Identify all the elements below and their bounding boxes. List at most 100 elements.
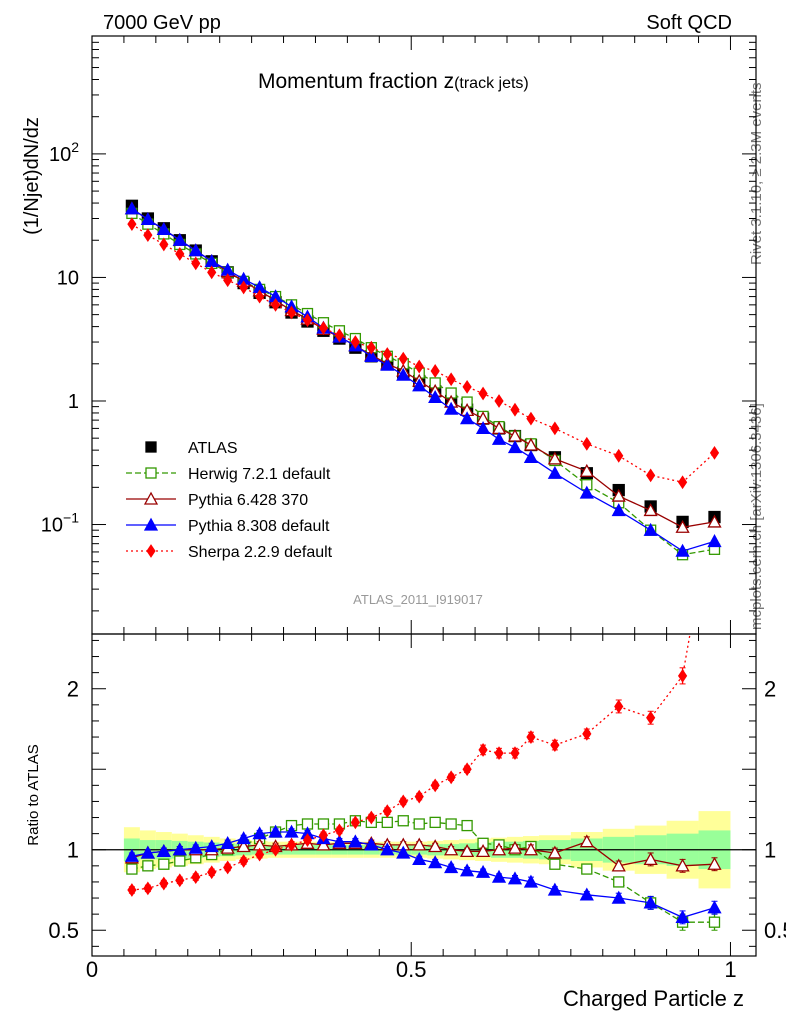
ratio-point [707,900,722,914]
ratio-point [446,770,456,785]
main-point [223,273,233,288]
main-point [677,475,688,490]
ratio-y-tick-label-right: 1 [764,838,776,863]
legend-item: ATLAS [145,440,238,457]
ratio-point [478,743,488,757]
ratio-point [236,839,251,853]
ratio-y-tick-label: 1 [67,838,79,863]
ratio-point [523,874,539,888]
x-tick-label: 0.5 [396,957,427,982]
ratio-point [252,826,267,840]
legend-label: Sherpa 2.2.9 default [188,544,333,561]
ratio-point [158,858,170,870]
ratio-point [382,804,392,819]
main-point [510,402,520,417]
ratio-point [579,887,594,901]
main-series-3 [124,201,722,557]
ratio-point [142,860,154,872]
main-point [547,451,562,465]
ratio-point [523,842,539,856]
header-process: Soft QCD [646,12,732,34]
legend-item: Pythia 6.428 370 [126,491,308,509]
ratio-point [611,858,626,872]
ratio-point [547,845,562,859]
ratio-point [268,824,283,838]
ratio-point [414,789,424,804]
plot-title: Momentum fraction z(track jets) [258,70,529,93]
main-point [643,522,658,536]
ratio-point [332,834,347,848]
ratio-point [491,869,507,883]
ratio-point [204,839,219,853]
ratio-point [236,831,251,845]
ratio-point [317,818,330,830]
main-point [172,232,187,246]
ratio-point [711,490,719,502]
ratio-point [526,730,536,744]
legend-item: Herwig 7.2.1 default [126,466,331,483]
main-point [523,449,539,463]
main-point [350,335,360,349]
ratio-point [174,855,186,867]
main-point [188,243,203,257]
main-y-axis-label: (1/Njet)dN/dz [21,117,43,235]
ratio-point [445,818,457,830]
x-tick-label: 1 [724,957,736,982]
ratio-point [316,837,331,851]
ratio-point [127,883,137,897]
ratio-point [462,762,472,777]
main-point [124,201,139,215]
x-axis-label: Charged Particle z [563,986,744,1011]
main-point [302,313,313,328]
main-point [207,265,217,280]
main-point [396,367,411,381]
ratio-point [270,842,281,857]
ratio-point [494,746,504,761]
ratio-point [126,863,138,875]
main-point [175,247,185,261]
main-point [478,386,488,401]
main-point [675,519,690,533]
main-point [507,440,523,454]
ratio-point [611,890,626,904]
main-point [707,534,722,548]
ratio-point [350,815,360,830]
ratio-y-tick-label: 2 [67,677,79,702]
ratio-point [549,858,561,870]
legend: ATLAS Herwig 7.2.1 default Pythia 6.428 37… [126,440,333,561]
ratio-point [707,856,722,870]
ratio-point [491,842,507,856]
main-point [140,212,155,226]
main-point [270,297,281,312]
ratio-point [140,845,155,859]
ratio-point [381,816,393,829]
ratio-point [550,738,560,752]
ratio-panel: 0.5 0.5 1 1 2 2 0 0.5 1 Ratio to ATLAS Charged … [25,490,786,1011]
ratio-point [507,840,523,854]
x-tick-label: 0 [86,957,98,982]
main-point [412,378,427,392]
main-point [366,340,376,355]
ratio-point [366,810,376,825]
ratio-point [318,828,329,843]
ratio-point [675,858,690,872]
legend-marker [145,467,157,479]
main-point [611,503,626,517]
main-series-4 [127,217,720,490]
ratio-frame [91,633,757,957]
ratio-point [428,839,443,853]
ratio-point [156,843,171,857]
ratio-point [412,837,427,851]
ratio-point [286,838,297,852]
main-y-tick-label: 1 [68,391,79,413]
ratio-point [239,854,249,868]
ratio-point [461,819,473,832]
ratio-point [547,882,562,896]
ratio-point [191,870,201,885]
ratio-point [429,816,441,829]
ratio-point [430,778,440,793]
ratio-point [444,860,459,874]
ratio-point [254,847,265,862]
legend-marker [143,517,159,531]
